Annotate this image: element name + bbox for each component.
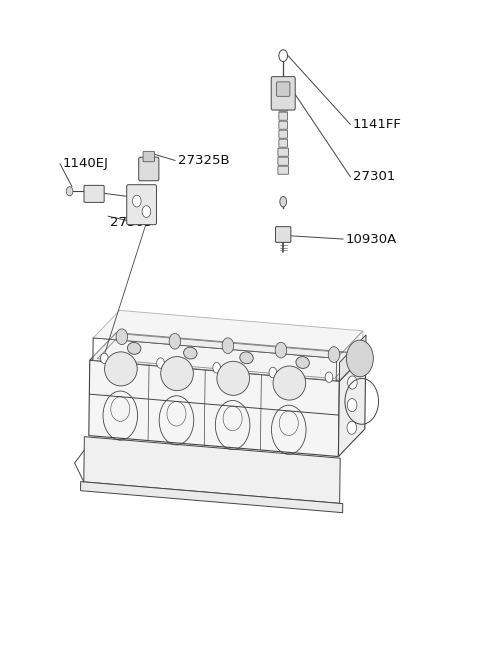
Text: 27301: 27301 xyxy=(353,170,395,183)
Circle shape xyxy=(347,421,357,434)
FancyBboxPatch shape xyxy=(279,139,288,147)
Ellipse shape xyxy=(240,352,253,364)
Circle shape xyxy=(156,358,164,368)
Circle shape xyxy=(347,340,373,377)
Polygon shape xyxy=(90,333,366,381)
FancyBboxPatch shape xyxy=(84,185,104,202)
Ellipse shape xyxy=(280,196,287,207)
Ellipse shape xyxy=(161,356,193,390)
Ellipse shape xyxy=(184,347,197,359)
Ellipse shape xyxy=(217,362,250,396)
FancyBboxPatch shape xyxy=(143,151,155,162)
Text: 10930A: 10930A xyxy=(346,233,397,246)
Polygon shape xyxy=(338,354,366,457)
FancyBboxPatch shape xyxy=(276,227,291,242)
Circle shape xyxy=(213,362,220,373)
Polygon shape xyxy=(336,331,363,381)
Polygon shape xyxy=(93,310,363,358)
FancyBboxPatch shape xyxy=(276,82,290,96)
Text: 1140EJ: 1140EJ xyxy=(62,157,108,170)
FancyBboxPatch shape xyxy=(139,157,159,181)
Ellipse shape xyxy=(105,352,137,386)
Text: 1141FF: 1141FF xyxy=(353,118,402,131)
Circle shape xyxy=(279,50,288,62)
Circle shape xyxy=(269,367,276,378)
Circle shape xyxy=(169,333,180,349)
Polygon shape xyxy=(81,481,343,513)
FancyBboxPatch shape xyxy=(278,157,288,165)
Polygon shape xyxy=(89,360,339,457)
FancyBboxPatch shape xyxy=(278,148,288,157)
FancyBboxPatch shape xyxy=(279,112,288,121)
Polygon shape xyxy=(339,335,366,381)
Ellipse shape xyxy=(273,366,306,400)
Circle shape xyxy=(328,346,340,362)
Circle shape xyxy=(116,329,128,345)
Circle shape xyxy=(142,206,151,217)
Ellipse shape xyxy=(128,343,141,354)
FancyBboxPatch shape xyxy=(279,103,288,111)
Circle shape xyxy=(132,195,141,207)
Circle shape xyxy=(348,376,357,389)
FancyBboxPatch shape xyxy=(127,185,156,225)
FancyBboxPatch shape xyxy=(279,121,288,129)
Polygon shape xyxy=(93,338,336,381)
Text: 27305: 27305 xyxy=(110,216,153,229)
FancyBboxPatch shape xyxy=(278,166,288,174)
Circle shape xyxy=(325,372,333,383)
Circle shape xyxy=(222,338,234,354)
Text: 27325B: 27325B xyxy=(178,154,229,167)
Circle shape xyxy=(275,343,287,358)
FancyBboxPatch shape xyxy=(279,130,288,138)
Circle shape xyxy=(100,353,108,364)
Circle shape xyxy=(66,187,73,196)
FancyBboxPatch shape xyxy=(271,77,295,110)
Polygon shape xyxy=(84,437,340,503)
Circle shape xyxy=(347,398,357,412)
Ellipse shape xyxy=(296,356,310,368)
